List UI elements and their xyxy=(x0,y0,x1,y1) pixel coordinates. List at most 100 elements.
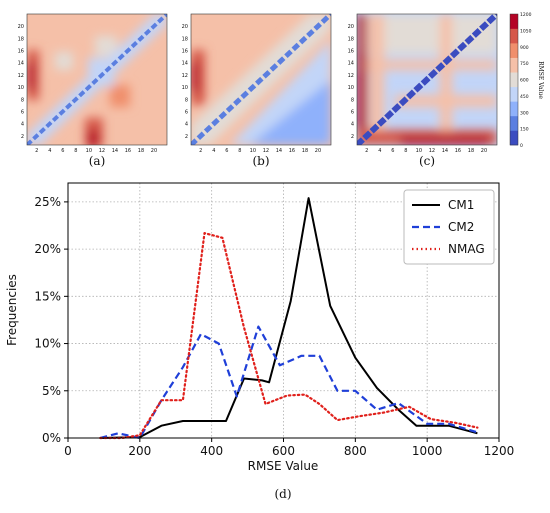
x-tick-label: 1000 xyxy=(412,444,443,458)
x-tick-label: 200 xyxy=(128,444,151,458)
heatmap-b-xtick: 12 xyxy=(263,148,269,154)
heatmap-c-xtick: 4 xyxy=(378,148,381,154)
legend-label-cm2: CM2 xyxy=(448,220,474,234)
colorbar-tick: 900 xyxy=(520,45,529,51)
heatmap-a-ytick: 6 xyxy=(21,109,24,115)
heatmap-c-xtick: 6 xyxy=(391,148,394,154)
y-tick-label: 20% xyxy=(34,242,61,256)
heatmap-b-xtick: 20 xyxy=(315,148,321,154)
panel-label-d: (d) xyxy=(274,487,291,501)
series-line-nmag xyxy=(99,232,479,440)
heatmap-a-xtick: 4 xyxy=(48,148,51,154)
line-chart: 0 200 400 600 800 1000 1200 0% 5% 10% 15% 20% 25% RM… xyxy=(5,182,515,501)
colorbar-segment xyxy=(510,86,518,102)
legend: CM1 CM2 NMAG xyxy=(403,189,495,265)
legend-box xyxy=(403,189,495,265)
panel-label-c: (c) xyxy=(419,154,435,168)
y-axis-label: Frequencies xyxy=(5,274,19,346)
colorbar-segment xyxy=(510,72,518,88)
heatmap-a-ytick: 18 xyxy=(18,36,24,42)
heatmap-panel-a xyxy=(26,13,168,146)
series-line-cm1 xyxy=(100,197,478,439)
heatmap-a-xtick: 10 xyxy=(86,148,92,154)
x-tick-label: 800 xyxy=(344,444,367,458)
heatmap-c-ytick: 10 xyxy=(348,85,354,91)
heatmap-a-xtick: 14 xyxy=(112,148,118,154)
series-lines xyxy=(99,197,479,440)
colorbar-frame xyxy=(509,13,519,146)
colorbar-tick: 750 xyxy=(520,61,529,67)
heatmap-panel-b xyxy=(190,13,332,146)
heatmap-c-ytick: 2 xyxy=(351,134,354,140)
heatmap-c-ytick: 16 xyxy=(348,49,354,55)
x-tick-label: 0 xyxy=(64,444,72,458)
colorbar-segment xyxy=(510,43,518,58)
heatmap-b-xtick: 2 xyxy=(199,148,202,154)
heatmap-a-xtick: 2 xyxy=(35,148,38,154)
heatmap-a-xtick: 16 xyxy=(125,148,131,154)
heatmap-c-ytick: 6 xyxy=(351,109,354,115)
heatmap-c-ytick: 18 xyxy=(348,36,354,42)
heatmap-b-ytick: 6 xyxy=(185,109,188,115)
heatmap-c-xtick: 20 xyxy=(481,148,487,154)
legend-label-cm1: CM1 xyxy=(448,198,474,212)
heatmap-a-ytick: 12 xyxy=(18,73,24,79)
heatmap-b-ytick: 8 xyxy=(185,97,188,103)
heatmap-b-ytick: 12 xyxy=(182,73,188,79)
colorbar-tick: 1200 xyxy=(520,12,532,18)
heatmap-b-ytick: 20 xyxy=(182,24,188,30)
x-tick-label: 400 xyxy=(200,444,223,458)
heatmap-a-ytick: 4 xyxy=(21,122,24,128)
heatmap-a-xtick: 12 xyxy=(99,148,105,154)
heatmap-b-xtick: 4 xyxy=(212,148,215,154)
heatmap-a-ytick: 10 xyxy=(18,85,24,91)
y-tick-label: 15% xyxy=(34,289,61,303)
heatmap-a-ytick: 16 xyxy=(18,49,24,55)
heatmap-b-xtick: 18 xyxy=(302,148,308,154)
x-tick-label: 1200 xyxy=(484,444,515,458)
colorbar-tick: 0 xyxy=(520,143,523,149)
heatmap-tick-labels: 2 2 4 4 6 6 8 8 10 10 12 12 14 14 16 16 18 18 20 20 2 2 4 4 6 6 8 8… xyxy=(18,24,488,154)
colorbar-tick: 450 xyxy=(520,94,529,100)
panel-label-b: (b) xyxy=(252,154,269,168)
y-tick-label: 10% xyxy=(34,337,61,351)
colorbar: 0 150 300 450 600 750 900 1050 1200 xyxy=(509,12,532,149)
x-tick-label: 600 xyxy=(272,444,295,458)
heatmap-b-xtick: 8 xyxy=(238,148,241,154)
colorbar-label: RMSE Value xyxy=(537,61,544,99)
colorbar-segment xyxy=(510,57,518,73)
colorbar-segment xyxy=(510,28,518,44)
heatmap-b-xtick: 6 xyxy=(225,148,228,154)
colorbar-tick: 300 xyxy=(520,110,529,116)
colorbar-segment xyxy=(510,14,518,29)
heatmap-c-xtick: 14 xyxy=(442,148,448,154)
y-tick-label: 0% xyxy=(42,431,61,445)
colorbar-segment xyxy=(510,101,518,117)
heatmap-a-xtick: 18 xyxy=(138,148,144,154)
heatmap-a-xtick: 8 xyxy=(74,148,77,154)
y-tick-label: 5% xyxy=(42,384,61,398)
heatmap-c-ytick: 4 xyxy=(351,122,354,128)
colorbar-tick: 600 xyxy=(520,78,529,84)
colorbar-segment xyxy=(510,130,518,146)
heatmap-b-ytick: 18 xyxy=(182,36,188,42)
heatmap-b-ytick: 14 xyxy=(182,61,188,67)
heatmap-b-ytick: 10 xyxy=(182,85,188,91)
heatmap-b-ytick: 2 xyxy=(185,134,188,140)
heatmap-c-xtick: 8 xyxy=(404,148,407,154)
heatmap-c-ytick: 20 xyxy=(348,24,354,30)
heatmap-a-ytick: 2 xyxy=(21,134,24,140)
heatmap-a-ytick: 20 xyxy=(18,24,24,30)
colorbar-tick: 150 xyxy=(520,127,529,133)
colorbar-tick: 1050 xyxy=(520,28,532,34)
legend-label-nmag: NMAG xyxy=(448,242,485,256)
heatmap-b-xtick: 16 xyxy=(289,148,295,154)
panel-label-a: (a) xyxy=(89,154,106,168)
heatmap-panel-c xyxy=(356,13,498,146)
heatmap-b-xtick: 14 xyxy=(276,148,282,154)
heatmap-c-ytick: 8 xyxy=(351,97,354,103)
y-tick-label: 25% xyxy=(34,195,61,209)
heatmap-b-ytick: 4 xyxy=(185,122,188,128)
series-line-cm2 xyxy=(100,325,478,440)
